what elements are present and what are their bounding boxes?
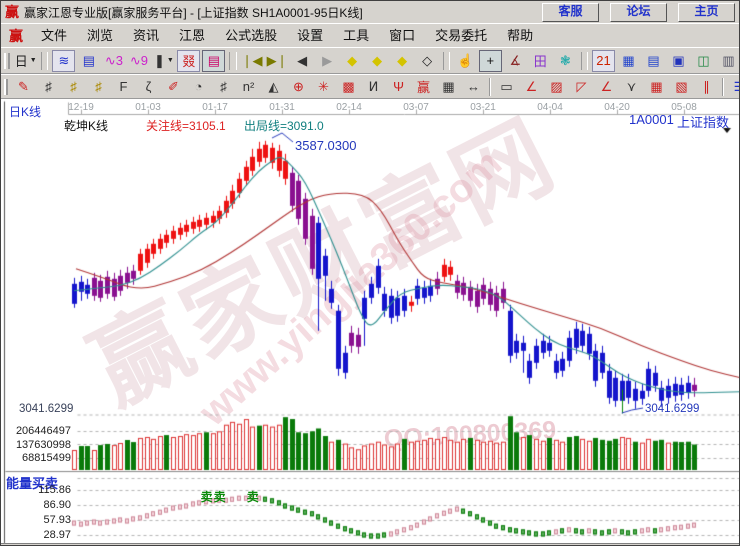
low-price-scale-label: 3041.6299 (19, 403, 74, 415)
peak-price-annotation: 3587.0300 (295, 138, 357, 153)
volume-scale-label: 68815499 (22, 452, 71, 464)
window-bottom-border (1, 543, 739, 545)
x-axis-date: 03-07 (403, 102, 429, 113)
x-axis-date: 01-31 (269, 102, 295, 113)
volume-scale-label: 137630998 (15, 438, 71, 451)
x-axis-date: 05-08 (671, 102, 697, 113)
indicator-scale-label: 57.93 (43, 514, 71, 526)
volume-scale-label: 206446497 (15, 425, 71, 437)
symbol-name[interactable]: 上证指数 (677, 115, 730, 130)
x-axis-date: 12-19 (68, 102, 94, 113)
x-axis-date: 04-20 (604, 102, 630, 113)
x-axis-date: 01-03 (135, 102, 161, 113)
sell-marker: 卖卖 (200, 490, 227, 504)
x-axis-date: 02-14 (336, 102, 362, 113)
x-axis-date: 03-21 (470, 102, 496, 113)
watch-line-value: 关注线=3105.1 (146, 119, 226, 133)
indicator-scale-label: 115.86 (38, 484, 71, 496)
pane-tab-daily-kline[interactable]: 日K线 (9, 105, 42, 119)
sell-marker: 卖 (246, 490, 260, 504)
x-axis-date: 01-17 (202, 102, 228, 113)
indicator-pane-title[interactable]: 能量买卖 (6, 476, 59, 491)
indicator-scale-label: 28.97 (43, 529, 71, 541)
symbol-code: 1A0001 (629, 112, 674, 127)
indicator-scale-label: 86.90 (43, 499, 71, 511)
qiankun-kline-label: 乾坤K线 (64, 119, 109, 133)
low-price-annotation: 3041.6299 (645, 403, 700, 415)
exit-line-value: 出局线=3091.0 (244, 119, 324, 133)
x-axis-date: 04-04 (537, 102, 563, 113)
